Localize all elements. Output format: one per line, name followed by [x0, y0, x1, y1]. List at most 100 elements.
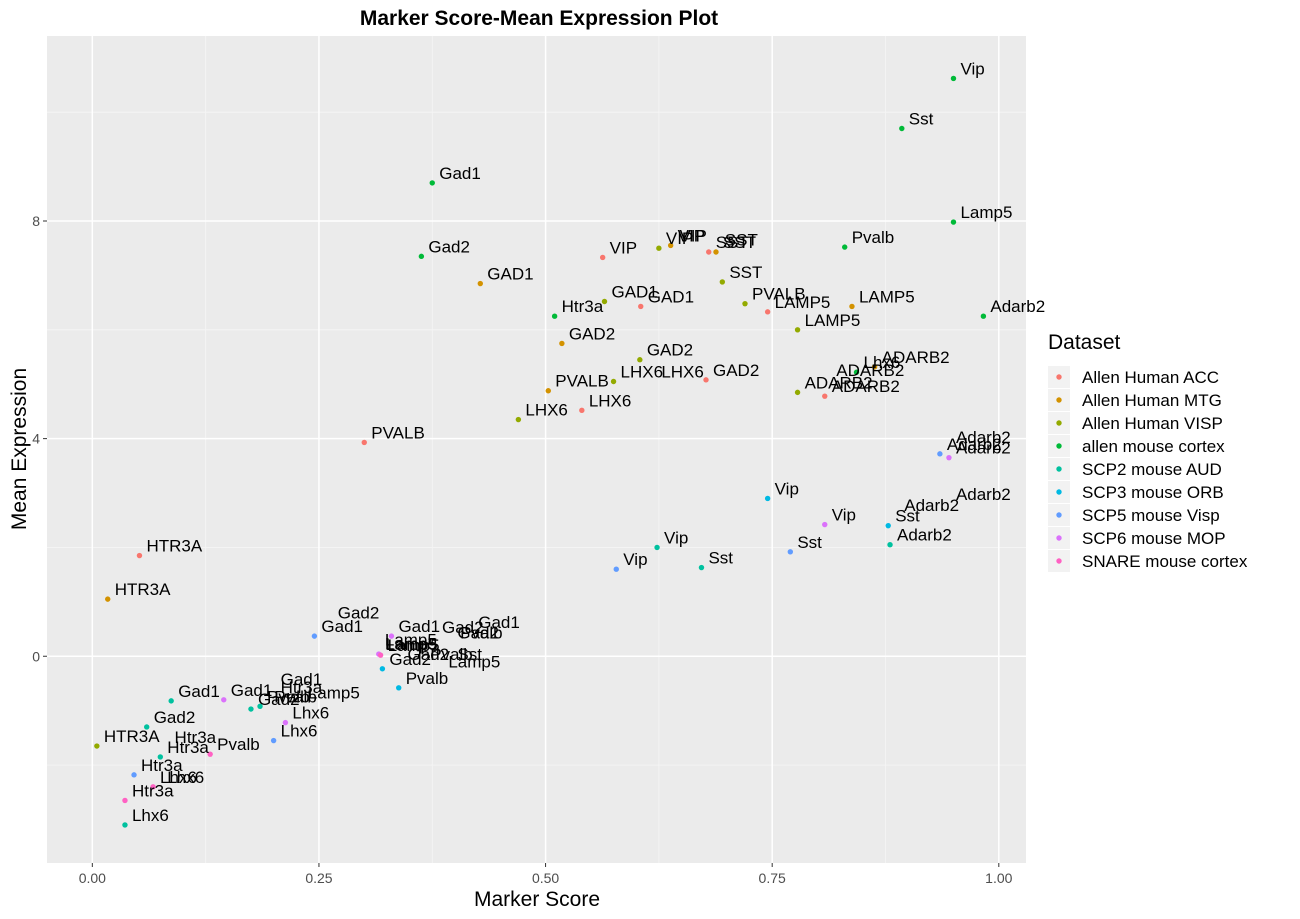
data-point	[157, 754, 164, 760]
data-point	[396, 685, 402, 691]
point-label: VIP	[666, 229, 693, 248]
legend-label: SNARE mouse cortex	[1082, 552, 1248, 571]
data-point	[105, 596, 111, 602]
legend-label: Allen Human MTG	[1082, 391, 1222, 410]
data-point	[794, 389, 801, 396]
data-point	[887, 542, 893, 548]
y-tick-label: 8	[32, 213, 40, 229]
point-label: Gad2	[428, 237, 470, 256]
data-point	[377, 652, 384, 658]
data-point	[885, 522, 891, 529]
data-point	[638, 303, 644, 310]
data-point	[764, 495, 771, 502]
point-label: PVALB	[752, 285, 806, 304]
point-label: GAD2	[569, 324, 615, 343]
x-axis-title: Marker Score	[474, 888, 600, 911]
point-label: PVALB	[555, 372, 609, 391]
point-label: Htr3a	[141, 756, 183, 775]
point-label: Vip	[960, 59, 984, 78]
point-label: Pvalb	[406, 669, 449, 688]
point-label: Lhx6	[863, 353, 900, 372]
legend-marker	[1056, 420, 1062, 426]
data-point	[822, 521, 828, 528]
point-label: Adarb2	[947, 435, 1002, 454]
point-label: Gad2	[258, 690, 300, 709]
data-point	[257, 703, 263, 710]
data-point	[654, 544, 660, 551]
point-label: Pvalb	[267, 687, 310, 706]
legend-label: Allen Human ACC	[1082, 368, 1219, 387]
point-label: Vip	[832, 506, 856, 525]
point-label: Lhx6	[132, 806, 169, 825]
point-label: Sst	[708, 549, 733, 568]
point-label: GAD1	[648, 287, 694, 306]
data-point	[871, 364, 878, 370]
point-label: Pvalb	[217, 735, 260, 754]
point-label: GAD1	[611, 283, 657, 302]
data-point	[950, 219, 957, 225]
plot-panel	[47, 36, 1026, 863]
data-point	[579, 407, 585, 414]
data-point	[842, 244, 848, 250]
data-point	[706, 249, 712, 255]
data-point	[270, 737, 277, 744]
data-point	[937, 451, 943, 457]
point-label: Gad2	[154, 708, 196, 727]
point-label: HTR3A	[104, 727, 160, 746]
data-point	[379, 666, 386, 672]
x-tick-label: 0.25	[305, 870, 332, 886]
y-tick-label: 4	[32, 431, 40, 447]
point-label: Gad2	[408, 645, 450, 664]
data-point	[122, 822, 128, 828]
data-point	[822, 393, 828, 399]
data-point	[853, 369, 860, 375]
point-label: Adarb2	[956, 428, 1011, 447]
point-label: Lamp5	[960, 203, 1012, 222]
point-label: Pvalb	[852, 228, 895, 247]
data-point	[545, 388, 551, 394]
point-label: Gad2	[457, 624, 499, 643]
point-label: ADARB2	[882, 348, 950, 367]
point-label: LAMP5	[775, 293, 831, 312]
data-points	[94, 75, 987, 828]
point-label: Lhx6	[160, 768, 197, 787]
point-label: SST	[716, 233, 749, 252]
data-point	[168, 698, 174, 704]
point-label: ADARB2	[805, 373, 873, 392]
legend-marker	[1056, 558, 1062, 564]
point-label: Htr3a	[175, 728, 217, 747]
point-label: Pvalb	[274, 687, 317, 706]
data-point	[610, 378, 617, 385]
data-point	[282, 719, 289, 726]
data-point	[667, 242, 674, 249]
point-label: Lamp5	[308, 683, 360, 702]
point-label: Gad1	[439, 164, 481, 183]
data-point	[656, 245, 662, 251]
legend-label: SCP6 mouse MOP	[1082, 529, 1226, 548]
point-label: Lamp5	[448, 652, 500, 671]
legend-label: SCP5 mouse Visp	[1082, 506, 1220, 525]
legend-marker	[1056, 374, 1062, 380]
data-point	[899, 125, 905, 132]
legend-label: Allen Human VISP	[1082, 414, 1223, 433]
data-point	[980, 313, 987, 319]
point-label: Pvalb	[460, 624, 503, 643]
data-point	[136, 552, 143, 559]
data-point	[361, 439, 367, 446]
data-point	[849, 303, 855, 310]
point-label: HTR3A	[146, 537, 202, 556]
point-label: Gad2	[389, 650, 431, 669]
point-label: SST	[729, 263, 762, 282]
legend: Allen Human ACC Allen Human MTG Allen Huma…	[1048, 366, 1248, 572]
legend-marker	[1056, 466, 1062, 472]
data-point	[787, 549, 794, 555]
legend-marker	[1056, 535, 1062, 541]
legend-label: SCP3 mouse ORB	[1082, 483, 1224, 502]
data-point	[122, 797, 128, 804]
point-label: LHX6	[525, 401, 568, 420]
point-label: Htr3a	[132, 781, 174, 800]
point-label: VIP	[678, 226, 705, 245]
point-label: Vip	[623, 550, 647, 569]
point-label: Sst	[457, 645, 482, 664]
point-label: Gad1	[178, 682, 220, 701]
